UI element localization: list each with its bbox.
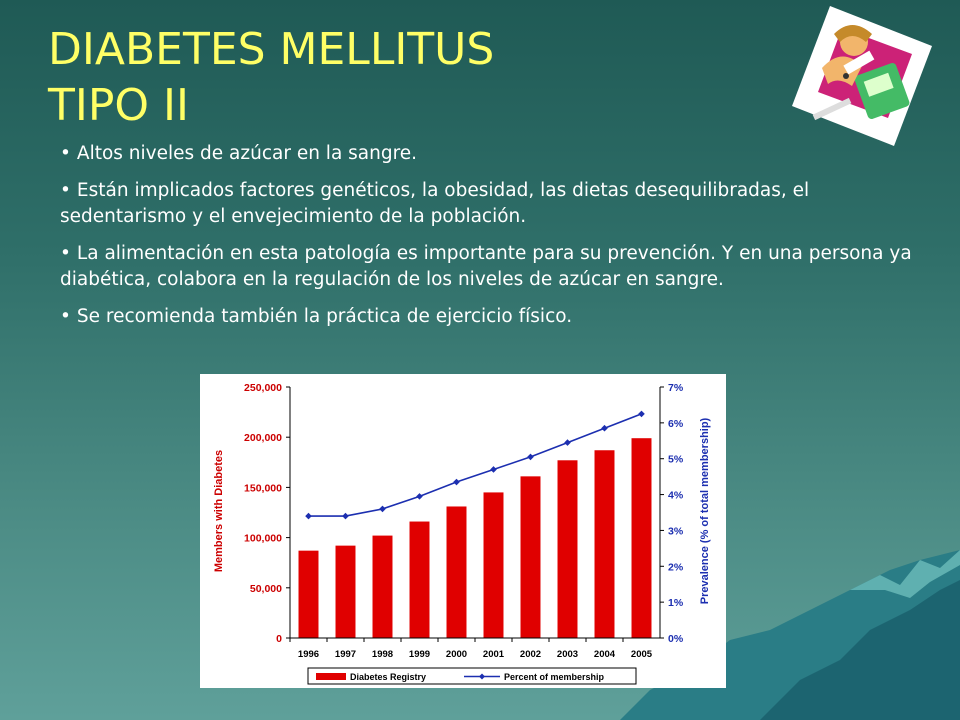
y2-tick-label: 4%	[668, 490, 684, 502]
y2-tick-label: 5%	[668, 454, 684, 466]
bullet-list: • Altos niveles de azúcar en la sangre. •…	[60, 141, 920, 341]
bar	[446, 506, 467, 638]
series-line-percent-of-membership	[308, 413, 642, 517]
x-tick-label: 2000	[446, 649, 467, 660]
x-tick-label: 1998	[372, 649, 393, 660]
bullet-item: • Altos niveles de azúcar en la sangre.	[60, 141, 920, 167]
bullet-text: Están implicados factores genéticos, la …	[60, 180, 810, 227]
y2-tick-label: 3%	[668, 525, 684, 537]
bar	[520, 476, 541, 638]
line-marker	[416, 493, 423, 500]
x-tick-label: 1999	[409, 649, 430, 660]
y2-tick-label: 2%	[668, 561, 684, 573]
line-marker	[601, 424, 608, 432]
title-line-2: TIPO II	[48, 80, 189, 131]
bar	[631, 438, 652, 638]
bar	[372, 535, 393, 638]
y-tick-label: 200,000	[244, 432, 282, 444]
y2-tick-label: 7%	[668, 382, 684, 394]
bullet-dot: •	[60, 306, 71, 327]
slide-title: DIABETES MELLITUS TIPO II	[48, 22, 494, 134]
y2-tick-label: 1%	[668, 597, 684, 609]
line-marker	[527, 453, 534, 461]
bar	[335, 545, 356, 638]
y2-tick-label: 6%	[668, 418, 684, 430]
bar	[409, 521, 430, 638]
x-tick-label: 2001	[483, 649, 505, 660]
x-tick-label: 2004	[594, 649, 616, 660]
y-tick-label: 100,000	[244, 533, 282, 545]
legend-label-diabetes-registry: Diabetes Registry	[350, 672, 426, 682]
x-tick-label: 2003	[557, 649, 578, 660]
diabetes-chart: 0 50,000 100,000 150,000 200,000 250,000 0% 1% 2…	[213, 382, 711, 685]
legend-marker-percent-of-membership	[479, 673, 485, 680]
bullet-item: • La alimentación en esta patología es im…	[60, 241, 920, 293]
chart-legend: Diabetes Registry Percent of membership	[307, 667, 637, 685]
x-tick-label: 2002	[520, 649, 541, 660]
title-line-1: DIABETES MELLITUS	[48, 24, 495, 75]
legend-label-percent-of-membership: Percent of membership	[504, 672, 605, 682]
bar	[557, 460, 578, 638]
y-tick-label: 0	[276, 633, 282, 645]
x-tick-label: 2005	[631, 649, 653, 660]
legend-swatch-diabetes-registry	[316, 673, 346, 680]
x-tick-label: 1997	[335, 649, 356, 660]
bar	[483, 492, 504, 638]
y-axis-label: Members with Diabetes	[213, 450, 225, 572]
line-marker	[453, 478, 460, 486]
bullet-dot: •	[60, 180, 71, 201]
bullet-item: • Están implicados factores genéticos, la…	[60, 178, 920, 230]
line-marker	[638, 410, 645, 418]
chart-panel: 0 50,000 100,000 150,000 200,000 250,000 0% 1% 2…	[200, 374, 726, 688]
line-marker	[379, 505, 386, 513]
line-marker	[342, 512, 349, 520]
y-tick-label: 150,000	[244, 482, 282, 494]
y2-tick-label: 0%	[668, 633, 684, 645]
y-tick-label: 250,000	[244, 382, 282, 394]
bullet-text: La alimentación en esta patología es imp…	[60, 243, 912, 290]
glucose-meter-clipart	[792, 6, 932, 146]
y2-axis-label: Prevalence (% of total membership)	[699, 417, 711, 604]
bullet-dot: •	[60, 143, 71, 164]
line-marker	[305, 512, 312, 520]
bar	[594, 450, 615, 638]
line-marker	[490, 466, 497, 473]
bullet-item: • Se recomienda también la práctica de ej…	[60, 304, 920, 330]
bar	[298, 550, 319, 638]
bullet-dot: •	[60, 243, 71, 264]
y-tick-label: 50,000	[250, 583, 282, 595]
x-tick-label: 1996	[298, 649, 319, 660]
bullet-text: Altos niveles de azúcar en la sangre.	[76, 143, 418, 164]
bullet-text: Se recomienda también la práctica de eje…	[76, 306, 573, 327]
line-marker	[564, 439, 571, 446]
